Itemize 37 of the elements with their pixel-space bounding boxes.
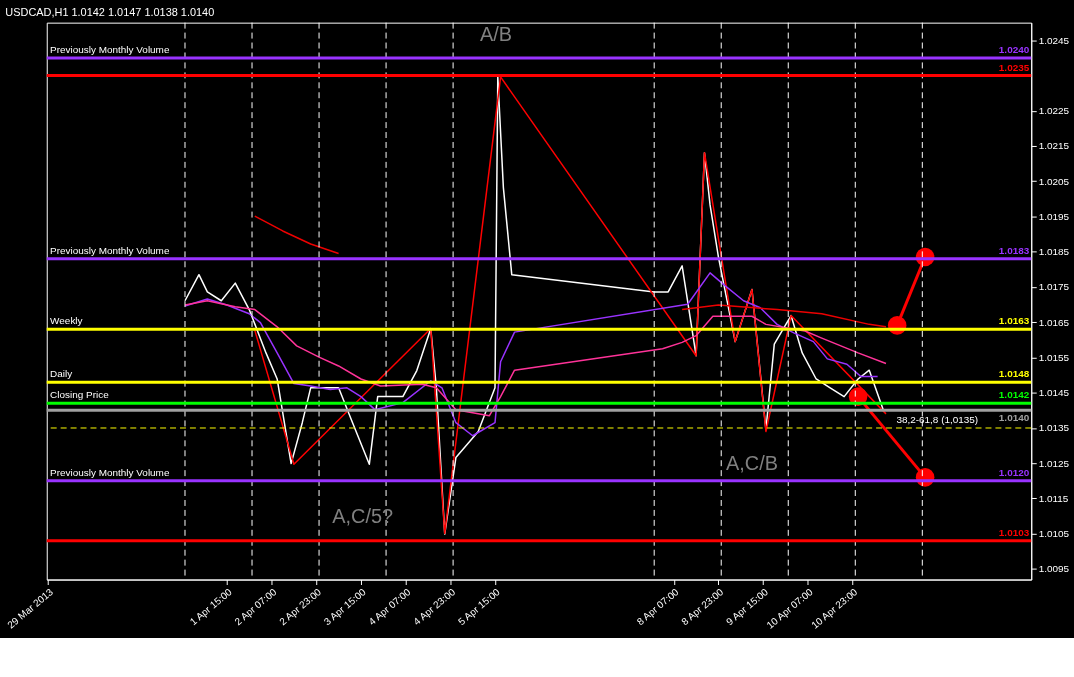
- y-tick-label: 1.0185: [1038, 246, 1070, 258]
- y-tick-label: 1.0175: [1038, 281, 1070, 293]
- y-tick-label: 1.0095: [1038, 563, 1070, 575]
- annotation: Weekly: [50, 315, 83, 327]
- annotation: Closing Price: [50, 389, 110, 401]
- ref-line-label: 1.0240: [998, 43, 1030, 55]
- ref-line-label: 1.0148: [998, 368, 1030, 380]
- annotation: A/B: [479, 23, 512, 46]
- y-tick-label: 1.0105: [1038, 528, 1070, 540]
- annotation: 38,2-61,8 (1,0135): [896, 414, 979, 426]
- y-tick-label: 1.0115: [1038, 492, 1069, 504]
- chart-title: USDCAD,H1 1.0142 1.0147 1.0138 1.0140: [5, 6, 215, 19]
- y-tick-label: 1.0195: [1038, 210, 1070, 222]
- ref-line-label: 1.0163: [998, 315, 1030, 327]
- annotation: Previously Monthly Volume: [50, 466, 170, 478]
- annotation: Previously Monthly Volume: [50, 43, 170, 55]
- annotation: Previously Monthly Volume: [50, 244, 170, 256]
- ref-line-label: 1.0183: [998, 244, 1030, 256]
- ref-line-label: 1.0120: [998, 466, 1030, 478]
- line-series: [184, 272, 879, 437]
- y-tick-label: 1.0205: [1038, 175, 1070, 187]
- y-tick-label: 1.0155: [1038, 351, 1070, 363]
- annotation: A,C/5?: [332, 505, 394, 528]
- ref-line-label: 1.0140: [998, 412, 1030, 424]
- y-tick-label: 1.0245: [1038, 34, 1070, 46]
- annotation: A,C/B: [726, 452, 778, 475]
- annotation: Daily: [50, 368, 73, 380]
- y-tick-label: 1.0145: [1038, 387, 1070, 399]
- y-tick-label: 1.0215: [1038, 140, 1070, 152]
- line-series: [184, 300, 887, 417]
- y-tick-label: 1.0225: [1038, 105, 1070, 117]
- y-tick-label: 1.0135: [1038, 422, 1070, 434]
- ref-line-label: 1.0142: [998, 389, 1030, 401]
- ref-line-label: 1.0103: [998, 526, 1030, 538]
- ref-line-label: 1.0235: [998, 61, 1030, 73]
- y-tick-label: 1.0165: [1038, 316, 1070, 328]
- y-tick-label: 1.0125: [1038, 457, 1070, 469]
